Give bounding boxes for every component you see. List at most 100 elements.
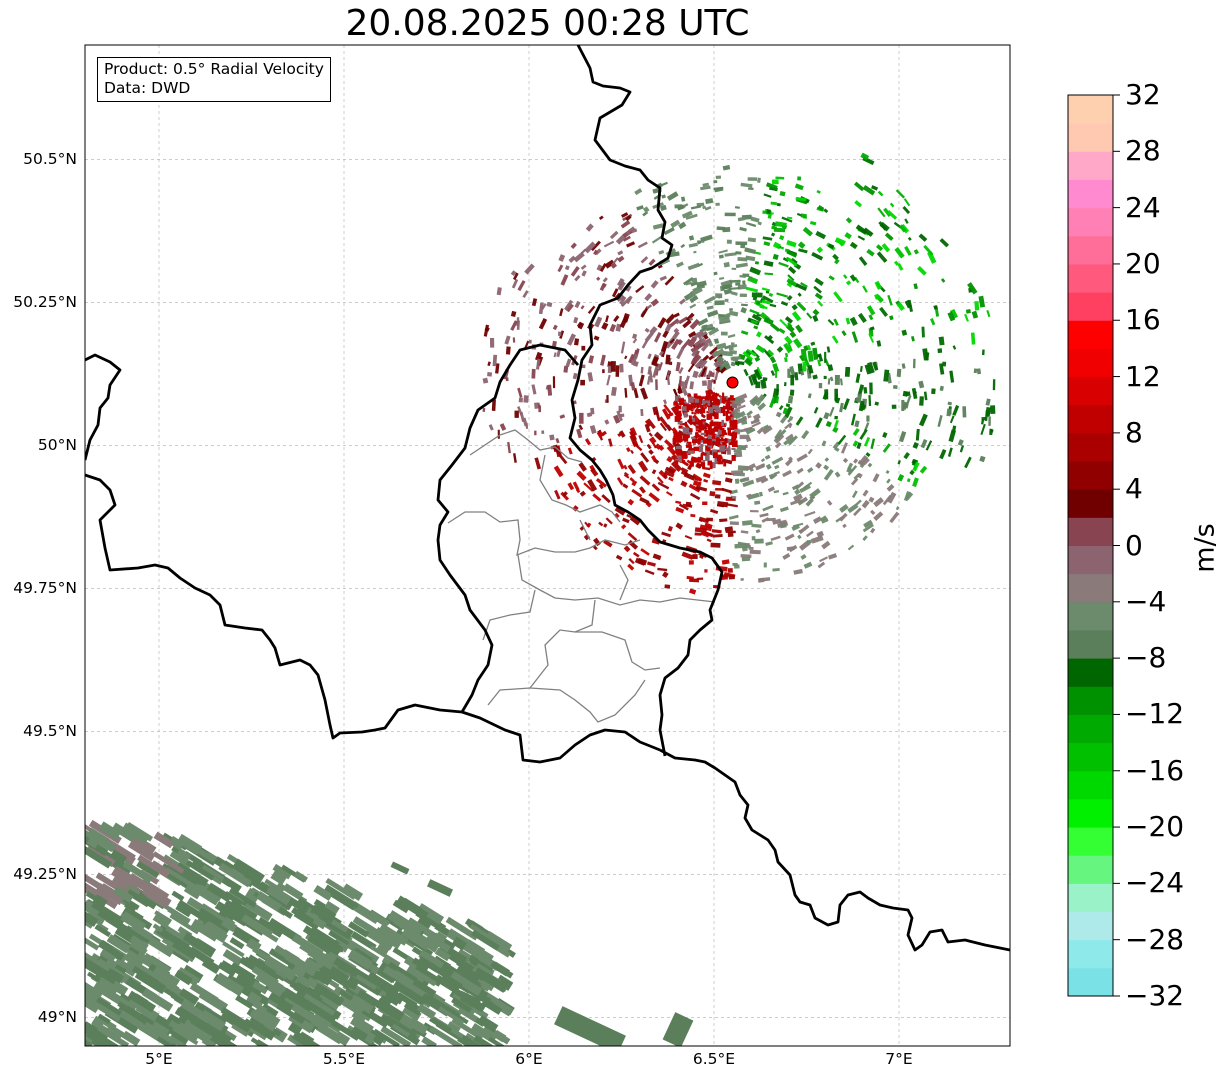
echo-pixel xyxy=(623,471,630,477)
echo-pixel xyxy=(657,264,663,269)
echo-pixel xyxy=(788,423,793,429)
echo-pixel xyxy=(583,534,591,541)
echo-pixel xyxy=(152,1021,170,1035)
info-box: Product: 0.5° Radial Velocity Data: DWD xyxy=(97,57,331,102)
echo-pixel xyxy=(807,364,814,374)
echo-pixel xyxy=(659,204,667,211)
echo-pixel xyxy=(898,430,907,443)
echo-pixel xyxy=(694,398,700,403)
echo-pixel xyxy=(413,964,443,987)
echo-pixel xyxy=(686,441,692,446)
echo-pixel xyxy=(770,535,781,542)
echo-pixel xyxy=(741,303,748,307)
echo-pixel xyxy=(718,249,728,254)
echo-pixel xyxy=(419,949,445,969)
echo-pixel xyxy=(735,251,742,255)
echo-pixel xyxy=(313,1011,342,1034)
echo-pixel xyxy=(333,1031,351,1046)
echo-pixel xyxy=(575,488,581,494)
echo-pixel xyxy=(620,341,626,354)
echo-pixel xyxy=(809,220,817,226)
echo-pixel xyxy=(623,545,631,553)
echo-pixel xyxy=(95,883,125,906)
echo-pixel xyxy=(862,535,868,541)
echo-pixel xyxy=(920,439,928,449)
echo-pixel xyxy=(886,491,897,504)
echo-pixel xyxy=(823,464,830,471)
echo-pixel xyxy=(678,425,683,429)
echo-pixel xyxy=(700,454,704,461)
echo-pixel xyxy=(182,932,216,957)
echo-pixel xyxy=(714,426,719,432)
echo-pixel xyxy=(587,305,596,315)
echo-pixel xyxy=(939,238,950,248)
echo-pixel xyxy=(689,381,694,390)
echo-pixel xyxy=(631,480,638,487)
echo-pixel xyxy=(698,552,707,559)
echo-pixel xyxy=(813,406,819,414)
echo-pixel xyxy=(282,987,315,1013)
echo-pixel xyxy=(681,406,687,412)
echo-pixel xyxy=(164,975,179,990)
echo-pixel xyxy=(819,556,829,563)
echo-pixel xyxy=(856,442,862,450)
echo-pixel xyxy=(962,406,967,418)
echo-pixel xyxy=(783,342,792,354)
echo-pixel xyxy=(727,438,733,444)
echo-pixel xyxy=(743,368,749,377)
echo-pixel xyxy=(767,334,773,341)
echo-pixel xyxy=(143,952,171,974)
echo-pixel xyxy=(627,532,638,542)
echo-pixel xyxy=(758,491,763,497)
echo-pixel xyxy=(478,1029,493,1042)
echo-pixel xyxy=(919,396,924,406)
echo-pixel xyxy=(380,1025,412,1046)
echo-pixel xyxy=(144,886,172,909)
echo-pixel xyxy=(705,198,714,205)
echo-pixel xyxy=(581,364,586,369)
echo-pixel xyxy=(800,348,808,362)
echo-pixel xyxy=(839,378,843,386)
echo-pixel xyxy=(858,256,868,266)
echo-pixel xyxy=(692,480,702,487)
echo-pixel xyxy=(699,524,713,532)
echo-pixel xyxy=(754,356,761,362)
echo-patch xyxy=(554,1006,626,1046)
echo-pixel xyxy=(624,387,628,398)
colorbar-tick-label: 4 xyxy=(1125,472,1143,506)
echo-pixel xyxy=(786,294,793,301)
echo-pixel xyxy=(701,407,706,414)
echo-pixel xyxy=(553,352,557,358)
echo-pixel xyxy=(518,397,524,403)
echo-pixel xyxy=(217,962,236,977)
echo-pixel xyxy=(745,436,752,443)
echo-pixel xyxy=(764,454,771,460)
echo-pixel xyxy=(615,554,623,561)
echo-pixel xyxy=(688,242,698,248)
echo-pixel xyxy=(413,906,428,920)
echo-pixel xyxy=(638,374,645,387)
echo-pixel xyxy=(615,293,625,303)
echo-pixel xyxy=(909,469,915,476)
echo-pixel xyxy=(839,503,849,513)
echo-pixel xyxy=(719,406,724,414)
echo-pixel xyxy=(147,936,175,958)
echo-pixel xyxy=(614,512,620,519)
echo-pixel xyxy=(638,460,649,473)
echo-pixel xyxy=(716,342,727,350)
echo-pixel xyxy=(524,263,535,275)
echo-pixel xyxy=(180,1000,204,1019)
echo-pixel xyxy=(897,473,905,482)
echo-pixel xyxy=(294,870,308,883)
echo-pixel xyxy=(881,243,891,253)
echo-pixel xyxy=(787,216,793,220)
echo-pixel xyxy=(939,363,945,375)
echo-pixel xyxy=(661,531,672,538)
echo-pixel xyxy=(707,434,712,442)
echo-pixel xyxy=(573,251,585,263)
echo-pixel xyxy=(879,306,889,317)
echo-pixel xyxy=(725,410,729,416)
border-be-fr xyxy=(85,473,463,740)
echo-pixel xyxy=(687,262,700,271)
